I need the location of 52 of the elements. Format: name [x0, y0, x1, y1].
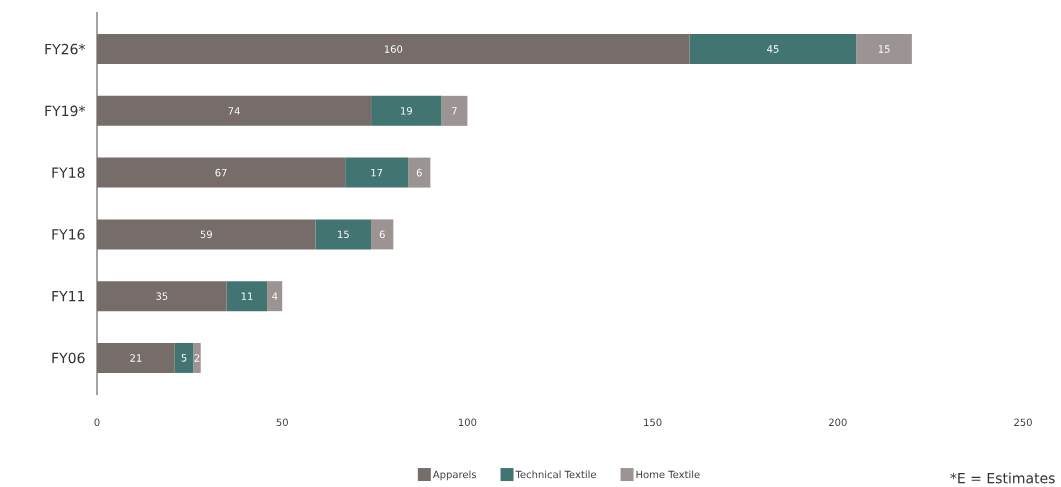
data-label: 74 — [228, 107, 240, 115]
data-label: 11 — [241, 292, 253, 300]
y-tick-label: FY19* — [45, 105, 86, 117]
legend-label: Home Textile — [636, 470, 700, 479]
x-tick-label: 250 — [1014, 418, 1032, 427]
bar — [174, 342, 194, 373]
bar — [97, 34, 690, 65]
x-tick-label: 0 — [94, 418, 100, 427]
data-label: 15 — [338, 230, 349, 239]
bar — [97, 342, 175, 373]
y-tick-label: FY26* — [45, 43, 86, 55]
bar — [226, 281, 268, 312]
data-label: 5 — [181, 354, 187, 362]
data-label: 6 — [416, 168, 422, 177]
bar — [408, 157, 431, 188]
legend-label: Apparels — [432, 470, 477, 481]
y-tick-label: FY11 — [52, 291, 85, 302]
x-tick-label: 200 — [828, 418, 847, 427]
text: *E = Estimates — [950, 472, 1055, 484]
data-label: 21 — [130, 354, 142, 362]
data-label: 67 — [215, 168, 227, 177]
bar — [689, 34, 857, 65]
y-tick-label: FY06 — [52, 352, 85, 364]
y-tick-label: FY18 — [52, 167, 85, 178]
data-label: 35 — [156, 292, 168, 300]
data-label: 15 — [878, 45, 890, 53]
bar — [97, 281, 227, 312]
x-tick-label: 150 — [644, 418, 662, 427]
y-tick-label: FY16 — [52, 229, 85, 240]
bar — [193, 342, 201, 373]
data-label: 19 — [401, 107, 412, 115]
bar — [267, 281, 283, 312]
bar — [97, 157, 346, 188]
data-label: 7 — [452, 107, 457, 115]
data-label: 17 — [371, 168, 383, 177]
bar — [315, 219, 372, 250]
data-label: 59 — [200, 230, 212, 239]
data-label: 6 — [379, 230, 385, 239]
data-label: 45 — [767, 45, 779, 53]
data-label: 160 — [384, 45, 403, 53]
x-tick-label: 50 — [276, 418, 288, 427]
bar — [345, 157, 409, 188]
bar — [97, 95, 372, 126]
data-label: 4 — [272, 292, 278, 300]
bar — [856, 34, 912, 65]
data-label: 2 — [194, 354, 200, 362]
bar — [371, 95, 442, 126]
legend-label: Technical Textile — [515, 470, 597, 479]
bar — [441, 95, 468, 126]
x-tick-label: 100 — [458, 418, 477, 427]
bar — [371, 219, 394, 250]
bar — [97, 219, 316, 250]
